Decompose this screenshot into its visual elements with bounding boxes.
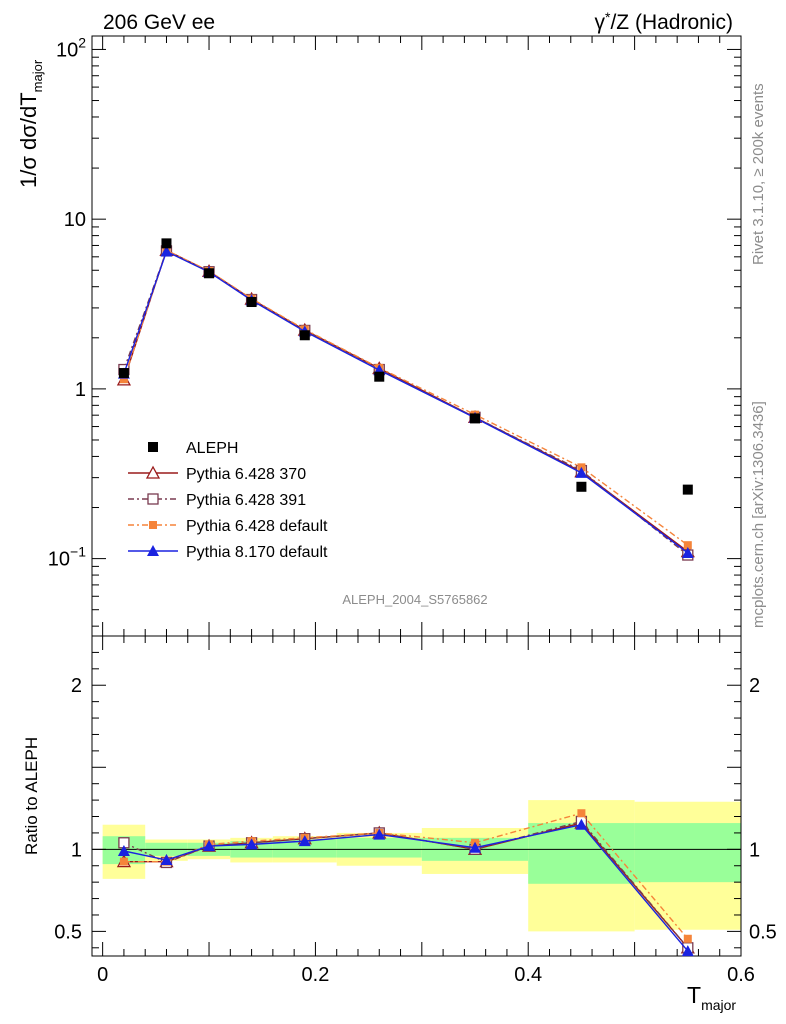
ratio-point	[245, 838, 258, 850]
ratio-point	[577, 809, 586, 818]
analysis-watermark: ALEPH_2004_S5765862	[342, 592, 487, 607]
stat-uncertainty-band	[336, 837, 422, 858]
plot-title-left: 206 GeV ee	[103, 11, 215, 34]
plot-title-right: γ*/Z (Hadronic)	[595, 9, 733, 34]
ratio-point	[203, 840, 216, 852]
aleph-data-point	[161, 238, 172, 249]
ratio-y-tick-label: 0.5	[54, 921, 82, 943]
legend-marker	[145, 465, 161, 479]
aleph-data-point	[299, 330, 310, 341]
ratio-point	[575, 818, 588, 830]
aleph-data-point	[576, 481, 587, 492]
aleph-data-point	[682, 484, 693, 495]
ratio-point	[117, 844, 130, 856]
ratio-point	[119, 857, 128, 866]
ratio-point	[298, 835, 311, 847]
x-tick-label: 0	[97, 964, 108, 986]
y-tick-label: 102	[56, 34, 86, 61]
ratio-ylabel: Ratio to ALEPH	[22, 737, 41, 855]
x-axis-label: Tmajor	[687, 982, 736, 1013]
ratio-panel: 0 0.2 0.4 0.6 0.5 0.5 1 1 2 2	[54, 635, 777, 986]
legend-label: ALEPH	[186, 440, 238, 457]
y-tick-label: 10−1	[48, 544, 86, 571]
legend-label: Pythia 6.428 370	[186, 466, 306, 483]
x-tick-label: 0.6	[727, 964, 755, 986]
main-panel: 10−1 1 10 102	[48, 34, 742, 637]
aleph-data-point	[470, 413, 481, 424]
aleph-data-point	[246, 297, 257, 308]
legend: ALEPH Pythia 6.428 370 Pythia 6.428 391 Pyt…	[128, 440, 328, 561]
y-tick-label: 10	[64, 209, 86, 231]
x-tick-label: 0.2	[302, 964, 330, 986]
ratio-y-tick-label: 1	[71, 839, 82, 861]
ratio-y-tick-label: 2	[71, 675, 82, 697]
mc-point	[119, 375, 128, 384]
x-tick-label: 0.4	[514, 964, 542, 986]
mc-point	[681, 546, 694, 558]
mc-point	[160, 245, 173, 257]
legend-label: Pythia 6.428 391	[186, 492, 306, 509]
mc-point	[683, 541, 692, 550]
mc-point	[575, 466, 588, 478]
mc-series-line	[123, 249, 689, 556]
main-ylabel: 1/σ dσ/dTmajor	[16, 59, 45, 188]
mcplots-label: mcplots.cern.ch [arXiv:1306.3436]	[750, 401, 767, 628]
ratio-point	[160, 854, 173, 865]
y-tick-label: 1	[75, 379, 86, 401]
ratio-y-tick-label-right: 0.5	[749, 921, 777, 943]
stat-uncertainty-band	[528, 823, 635, 884]
legend-label: Pythia 8.170 default	[186, 544, 328, 561]
ratio-y-tick-label-right: 2	[749, 675, 760, 697]
ratio-frame	[91, 635, 742, 957]
aleph-data-point	[118, 368, 129, 379]
stat-uncertainty-band	[272, 839, 337, 858]
legend-marker	[149, 521, 157, 529]
aleph-data-point	[204, 268, 215, 279]
ratio-point	[681, 945, 694, 957]
ratio-y-tick-label-right: 1	[749, 839, 760, 861]
ratio-point	[469, 841, 482, 853]
ratio-point	[683, 934, 692, 943]
legend-marker	[147, 545, 159, 556]
ratio-point	[373, 828, 386, 840]
rivet-label: Rivet 3.1.10, ≥ 200k events	[750, 83, 767, 265]
legend-label: Pythia 6.428 default	[186, 518, 328, 535]
aleph-data-point	[374, 371, 385, 382]
legend-marker	[148, 442, 158, 452]
stat-uncertainty-band	[634, 823, 741, 883]
legend-marker	[147, 493, 159, 505]
